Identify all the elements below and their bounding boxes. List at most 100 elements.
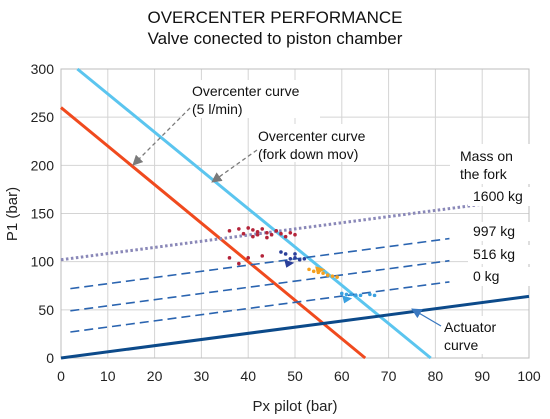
- scatter-arrowhead-2: [284, 259, 295, 268]
- scatter-arrowhead-1: [342, 295, 353, 304]
- legend-box-997-kg: [468, 222, 530, 241]
- scatter-point-1600-kg-test-6: [265, 230, 269, 235]
- x-tick-label-90: 90: [474, 368, 490, 384]
- scatter-point-516-kg-test-6: [335, 275, 339, 279]
- legend-box-516-kg: [468, 245, 530, 264]
- scatter-point-1600-kg-test-13: [255, 232, 260, 237]
- scatter-point-0-kg-test-2: [349, 292, 353, 297]
- label-forkdown-line-1: (fork down mov): [258, 146, 358, 162]
- scatter-point-997-kg-test-6: [293, 252, 297, 256]
- legend-label-516-kg: 516 kg: [473, 246, 515, 262]
- scatter-point-516-kg-test-3: [321, 271, 325, 276]
- label-box-actuator: [438, 316, 518, 354]
- legend-box-1600-kg: [468, 187, 530, 206]
- pointer-forkdown: [211, 149, 258, 183]
- y-tick-label-50: 50: [38, 302, 54, 318]
- scatter-point-1600-kg-test-3: [251, 228, 255, 232]
- legend-label-0-kg: 0 kg: [473, 268, 499, 284]
- scatter-point-1600-kg-test-5: [260, 227, 265, 231]
- pointer-actuator: [411, 308, 442, 327]
- scatter-point-0-kg-test-0: [340, 291, 344, 296]
- x-tick-label-30: 30: [194, 368, 210, 384]
- legend-title-line-0: Mass on: [460, 148, 513, 164]
- x-tick-label-40: 40: [240, 368, 256, 384]
- y-tick-label-250: 250: [31, 109, 55, 125]
- scatter-point-1600-kg-test-15: [265, 235, 269, 240]
- scatter-point-1600-kg-test-18: [246, 256, 250, 260]
- scatter-point-997-kg-test-0: [288, 256, 293, 261]
- scatter-point-997-kg-test-2: [297, 257, 302, 262]
- legend-label-997-kg: 997 kg: [473, 223, 515, 239]
- scatter-point-1600-kg-test-12: [293, 232, 297, 237]
- series-line-overcenter-curve-fork-down-mov: [76, 67, 432, 360]
- label-actuator-line-1: curve: [444, 337, 478, 353]
- x-axis-label: Px pilot (bar): [252, 398, 337, 415]
- label-actuator-line-0: Actuator: [444, 319, 496, 335]
- y-tick-label-200: 200: [31, 157, 55, 173]
- scatter-point-516-kg-test-5: [330, 274, 335, 278]
- legend-label-1600-kg: 1600 kg: [473, 188, 523, 204]
- label-5lmin-line-0: Overcenter curve: [192, 83, 300, 99]
- scatter-point-1600-kg-test-19: [260, 254, 265, 258]
- scatter-point-0-kg-test-5: [368, 292, 372, 297]
- y-tick-label-0: 0: [46, 350, 54, 366]
- legend-title-line-1: the fork: [460, 166, 508, 182]
- scatter-point-516-kg-test-1: [311, 269, 316, 274]
- scatter-point-0-kg-test-3: [354, 293, 358, 298]
- scatter-point-1600-kg-test-1: [237, 227, 241, 231]
- scatter-point-997-kg-test-4: [279, 250, 283, 254]
- scatter-point-1600-kg-test-8: [274, 229, 279, 233]
- annotations: Overcenter curve (5 l/min) Overcenter curv…: [132, 80, 530, 354]
- tick-labels: 0 10 20 30 40 50 60 70 80 90 100 0 50 100 150 200 250 300: [31, 61, 541, 384]
- label-box-forkdown: [250, 124, 380, 162]
- scatter-point-1600-kg-test-9: [279, 231, 283, 236]
- x-tick-label-60: 60: [334, 368, 350, 384]
- y-tick-label-100: 100: [31, 254, 55, 270]
- series-line-516-kg: [70, 259, 450, 312]
- legend-box-0-kg: [468, 267, 530, 286]
- scatter-point-1600-kg-test-14: [241, 231, 246, 236]
- scatter-point-1600-kg-test-20: [227, 256, 232, 260]
- series-line-0-kg: [70, 281, 450, 333]
- scatter-point-1600-kg-test-11: [288, 230, 293, 235]
- scatter-point-516-kg-test-4: [325, 273, 330, 277]
- scatter-point-0-kg-test-4: [358, 293, 363, 298]
- scatter-point-997-kg-test-5: [283, 252, 288, 256]
- scatter-point-1600-kg-test-4: [255, 230, 260, 234]
- scatter-arrowhead-0: [315, 266, 326, 275]
- scatter-point-1600-kg-test-0: [227, 229, 232, 233]
- series-line-actuator-curve: [60, 294, 530, 360]
- series-lines: [60, 67, 530, 360]
- x-tick-label-10: 10: [100, 368, 116, 384]
- scatter-point-0-kg-test-6: [372, 293, 377, 298]
- chart-subtitle: Valve conected to piston chamber: [147, 29, 403, 48]
- scatter-point-516-kg-test-0: [307, 267, 311, 272]
- label-5lmin-line-1: (5 l/min): [192, 101, 243, 117]
- y-tick-label-150: 150: [31, 206, 55, 222]
- scatter-point-1600-kg-test-16: [251, 234, 255, 239]
- x-tick-label-100: 100: [517, 368, 541, 384]
- scatter-point-0-kg-test-1: [344, 292, 349, 297]
- label-box-5lmin: [182, 80, 320, 118]
- scatter-points: [227, 226, 377, 304]
- axes: [60, 68, 530, 359]
- chart-title: OVERCENTER PERFORMANCE: [147, 8, 403, 27]
- y-axis-label: P1 (bar): [4, 187, 21, 241]
- series-line-1600-kg: [60, 196, 530, 262]
- x-tick-label-80: 80: [428, 368, 444, 384]
- scatter-point-1600-kg-test-10: [283, 234, 288, 239]
- y-tick-label-300: 300: [31, 61, 55, 77]
- legend-box: [450, 144, 530, 184]
- scatter-point-1600-kg-test-17: [237, 261, 241, 266]
- scatter-point-1600-kg-test-7: [269, 232, 274, 237]
- x-tick-label-0: 0: [57, 368, 65, 384]
- plot-border: [60, 68, 530, 359]
- scatter-point-997-kg-test-3: [302, 256, 307, 261]
- x-tick-label-20: 20: [147, 368, 163, 384]
- scatter-point-997-kg-test-1: [293, 256, 297, 260]
- series-line-997-kg: [70, 237, 450, 290]
- x-tick-label-70: 70: [381, 368, 397, 384]
- series-line-overcenter-curve-5-l-min: [60, 106, 367, 360]
- scatter-point-1600-kg-test-2: [246, 226, 250, 230]
